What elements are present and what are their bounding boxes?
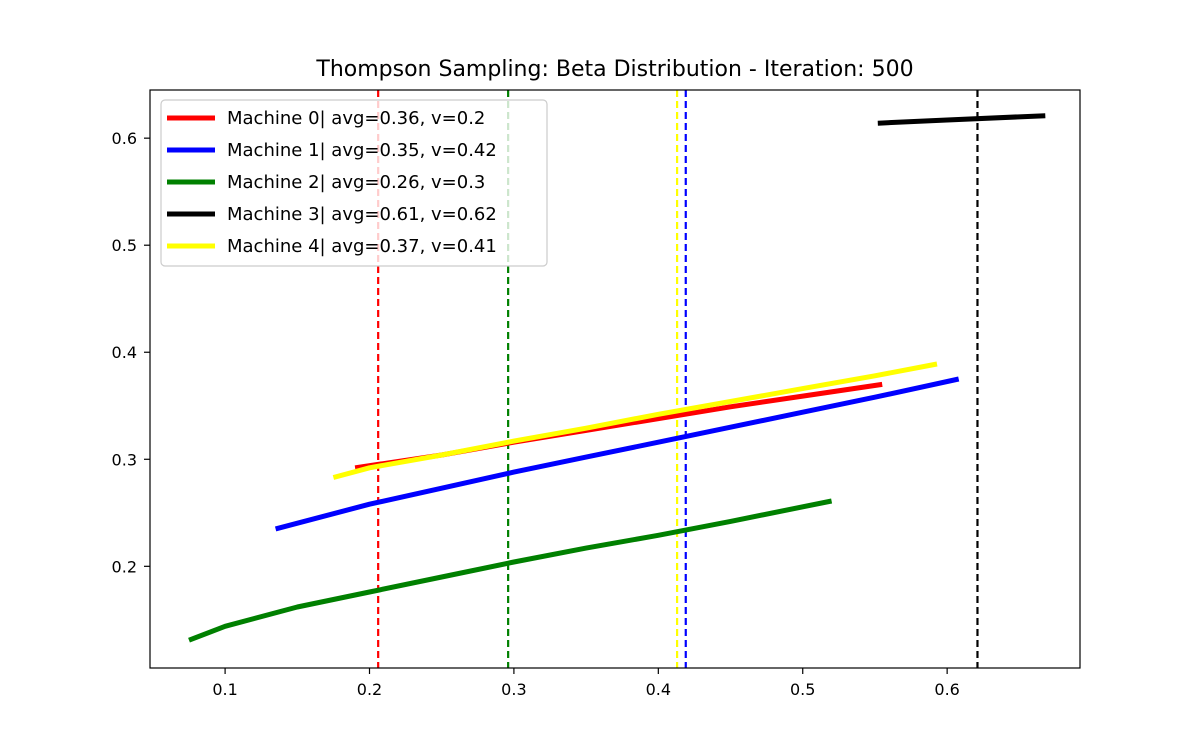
legend-label-machine-1: Machine 1| avg=0.35, v=0.42	[227, 140, 497, 161]
series-line-machine-4	[332, 361, 938, 480]
series-lines	[188, 113, 1046, 643]
series-line-machine-3	[877, 113, 1046, 126]
x-tick-label: 0.6	[934, 680, 959, 699]
legend-box	[160, 99, 548, 267]
legend: Machine 0| avg=0.36, v=0.2 Machine 1| avg…	[160, 99, 548, 267]
y-tick-label: 0.3	[112, 450, 137, 469]
x-tick-label: 0.5	[790, 680, 815, 699]
legend-label-machine-3: Machine 3| avg=0.61, v=0.62	[227, 204, 497, 225]
legend-label-machine-4: Machine 4| avg=0.37, v=0.41	[227, 236, 497, 257]
x-tick-label: 0.4	[646, 680, 671, 699]
legend-label-machine-0: Machine 0| avg=0.36, v=0.2	[227, 108, 485, 129]
plot-frame	[149, 89, 1081, 669]
y-tick-label: 0.4	[112, 343, 137, 362]
y-tick-label: 0.2	[112, 557, 137, 576]
x-tick-label: 0.3	[501, 680, 526, 699]
y-axis: 0.2 0.3 0.4 0.5 0.6	[112, 129, 150, 576]
series-line-machine-2	[188, 498, 833, 643]
x-tick-label: 0.1	[212, 680, 237, 699]
series-line-machine-1	[274, 376, 960, 532]
legend-label-machine-2: Machine 2| avg=0.26, v=0.3	[227, 172, 485, 193]
x-axis: 0.1 0.2 0.3 0.4 0.5 0.6	[212, 668, 960, 699]
x-tick-label: 0.2	[357, 680, 382, 699]
reference-lines	[377, 90, 979, 668]
chart-title: Thompson Sampling: Beta Distribution - I…	[315, 57, 913, 82]
y-tick-label: 0.6	[112, 129, 137, 148]
y-tick-label: 0.5	[112, 236, 137, 255]
